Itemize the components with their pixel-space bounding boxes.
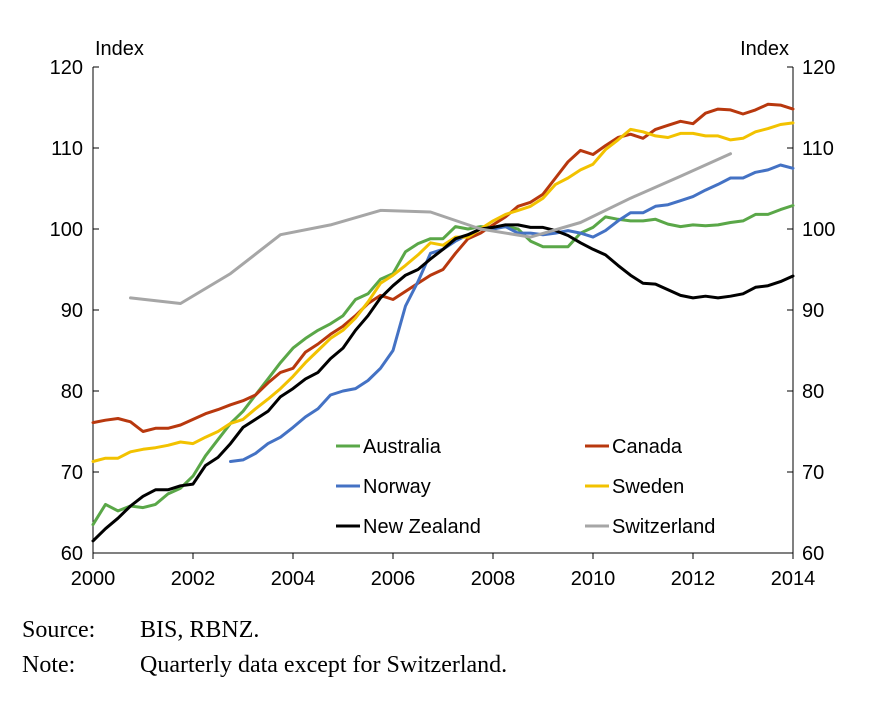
y-tick-label-left: 120 (50, 57, 83, 79)
x-tick-label: 2004 (271, 568, 316, 590)
y-tick-label-left: 80 (61, 381, 83, 403)
legend-label-norway: Norway (363, 476, 431, 498)
legend-label-sweden: Sweden (612, 476, 684, 498)
footnote: Note: Quarterly data except for Switzerla… (22, 652, 507, 679)
footnote-label: Note: (22, 652, 76, 678)
x-tick-label: 2002 (171, 568, 216, 590)
series-line-new-zealand (91, 223, 795, 543)
x-tick-label: 2008 (471, 568, 516, 590)
chart-legend: Australia Canada Norway Sweden New Zealand Sw… (336, 436, 715, 538)
y-tick-label-right: 120 (802, 57, 835, 79)
y-tick-label-right: 70 (802, 462, 824, 484)
y-tick-label-right: 100 (802, 219, 835, 241)
footnote-text: Quarterly data except for Switzerland. (140, 652, 508, 678)
series-line-australia (91, 204, 795, 527)
y-tick-label-right: 60 (802, 543, 824, 565)
legend-label-new-zealand: New Zealand (363, 516, 481, 538)
y-tick-label-right: 80 (802, 381, 824, 403)
series-line-norway (229, 163, 795, 463)
legend-label-australia: Australia (363, 436, 442, 458)
chart-axes: 60 60 70 70 80 80 90 90 100 100 110 110 120 120 2000 20… (50, 38, 836, 590)
y-tick-label-left: 70 (61, 462, 83, 484)
x-tick-label: 2012 (671, 568, 716, 590)
x-tick-label: 2010 (571, 568, 616, 590)
y-axis-label-right: Index (740, 38, 789, 60)
series-line-switzerland (129, 152, 732, 305)
y-tick-label-right: 110 (802, 138, 834, 160)
legend-label-switzerland: Switzerland (612, 516, 715, 538)
source-note: Source: BIS, RBNZ. (22, 617, 259, 644)
y-tick-label-left: 100 (50, 219, 83, 241)
x-tick-label: 2000 (71, 568, 116, 590)
y-tick-label-left: 60 (61, 543, 83, 565)
chart-series (91, 102, 795, 543)
series-line-sweden (91, 121, 795, 463)
y-axis-label-left: Index (95, 38, 144, 60)
series-line-canada (91, 102, 795, 433)
y-tick-label-left: 110 (51, 138, 83, 160)
y-tick-label-left: 90 (61, 300, 83, 322)
x-tick-label: 2014 (771, 568, 816, 590)
source-text: BIS, RBNZ. (140, 617, 260, 643)
y-tick-label-right: 90 (802, 300, 824, 322)
legend-label-canada: Canada (612, 436, 683, 458)
x-tick-label: 2006 (371, 568, 416, 590)
source-label: Source: (22, 617, 96, 643)
